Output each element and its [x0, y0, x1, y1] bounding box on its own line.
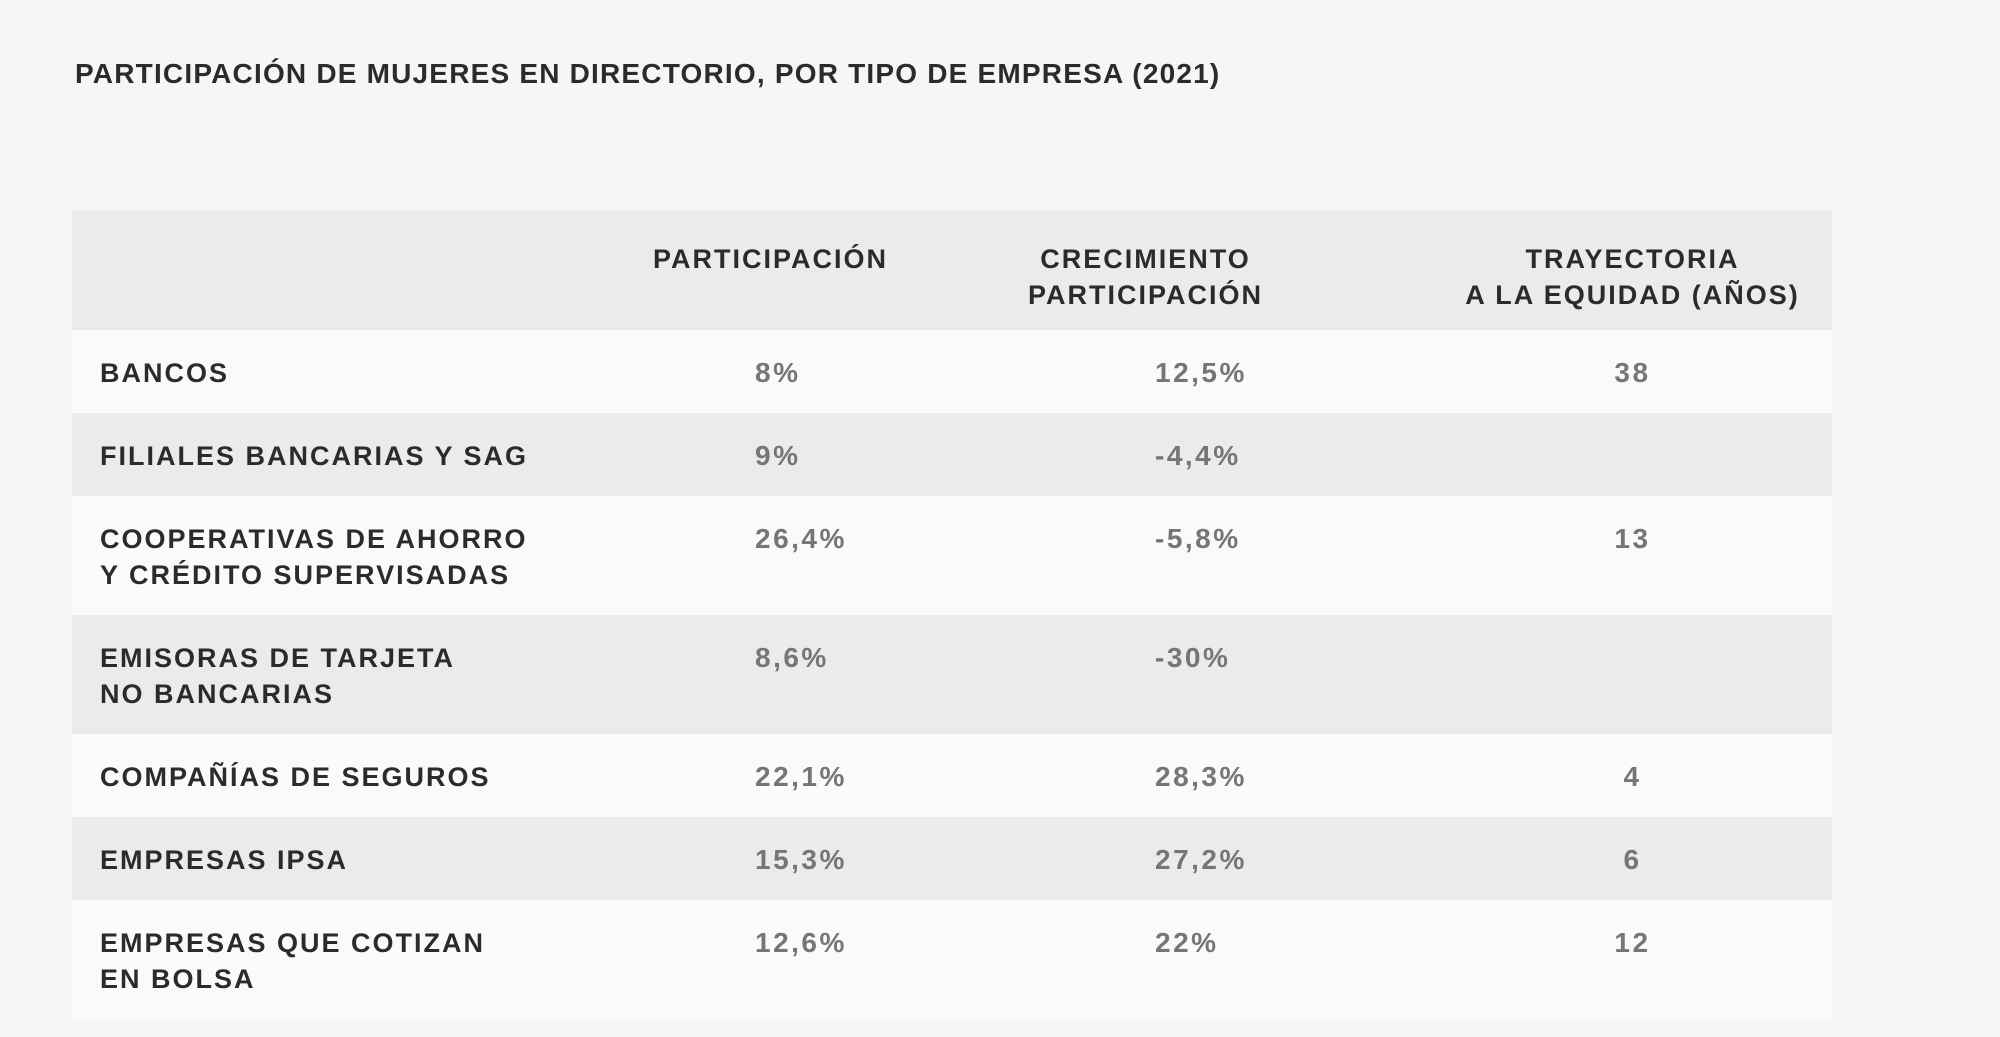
table-header-row: PARTICIPACIÓN CRECIMIENTO PARTICIPACIÓN …: [72, 211, 1832, 330]
crecimiento-value: 22%: [1155, 927, 1219, 958]
data-table: PARTICIPACIÓN CRECIMIENTO PARTICIPACIÓN …: [72, 211, 1832, 1019]
table-row-empresas-ipsa: EMPRESAS IPSA 15,3% 27,2% 6: [72, 817, 1832, 900]
header-trayectoria-equidad: TRAYECTORIA A LA EQUIDAD (AÑOS): [1465, 244, 1800, 310]
crecimiento-value: 28,3%: [1155, 761, 1247, 792]
participacion-value: 22,1%: [755, 761, 847, 792]
row-label: FILIALES BANCARIAS Y SAG: [100, 441, 529, 471]
trayectoria-value: 38: [1614, 357, 1651, 388]
participacion-value: 12,6%: [755, 927, 847, 958]
trayectoria-value: 4: [1623, 761, 1642, 792]
header-participacion: PARTICIPACIÓN: [653, 244, 888, 274]
table-row-bancos: BANCOS 8% 12,5% 38: [72, 330, 1832, 413]
table-row-empresas-cotizan-bolsa: EMPRESAS QUE COTIZAN EN BOLSA 12,6% 22% …: [72, 900, 1832, 1019]
participacion-value: 8,6%: [755, 642, 829, 673]
trayectoria-value: 6: [1623, 844, 1642, 875]
participacion-value: 9%: [755, 440, 801, 471]
header-crecimiento-participacion: CRECIMIENTO PARTICIPACIÓN: [1028, 244, 1263, 310]
crecimiento-value: -5,8%: [1155, 523, 1241, 554]
trayectoria-value: 12: [1614, 927, 1651, 958]
row-label: EMISORAS DE TARJETA NO BANCARIAS: [100, 643, 456, 709]
row-label: BANCOS: [100, 358, 230, 388]
chart-title: PARTICIPACIÓN DE MUJERES EN DIRECTORIO, …: [75, 58, 1221, 89]
crecimiento-value: 12,5%: [1155, 357, 1247, 388]
crecimiento-value: 27,2%: [1155, 844, 1247, 875]
crecimiento-value: -30%: [1155, 642, 1231, 673]
table-row-cooperativas: COOPERATIVAS DE AHORRO Y CRÉDITO SUPERVI…: [72, 496, 1832, 615]
table-row-filiales-bancarias: FILIALES BANCARIAS Y SAG 9% -4,4%: [72, 413, 1832, 496]
participacion-value: 26,4%: [755, 523, 847, 554]
table-row-emisoras-tarjeta: EMISORAS DE TARJETA NO BANCARIAS 8,6% -3…: [72, 615, 1832, 734]
participacion-value: 8%: [755, 357, 801, 388]
crecimiento-value: -4,4%: [1155, 440, 1241, 471]
table-row-companias-seguros: COMPAÑÍAS DE SEGUROS 22,1% 28,3% 4: [72, 734, 1832, 817]
row-label: COOPERATIVAS DE AHORRO Y CRÉDITO SUPERVI…: [100, 524, 528, 590]
row-label: EMPRESAS IPSA: [100, 845, 349, 875]
row-label: EMPRESAS QUE COTIZAN EN BOLSA: [100, 928, 486, 994]
participacion-value: 15,3%: [755, 844, 847, 875]
row-label: COMPAÑÍAS DE SEGUROS: [100, 762, 491, 792]
trayectoria-value: 13: [1614, 523, 1651, 554]
